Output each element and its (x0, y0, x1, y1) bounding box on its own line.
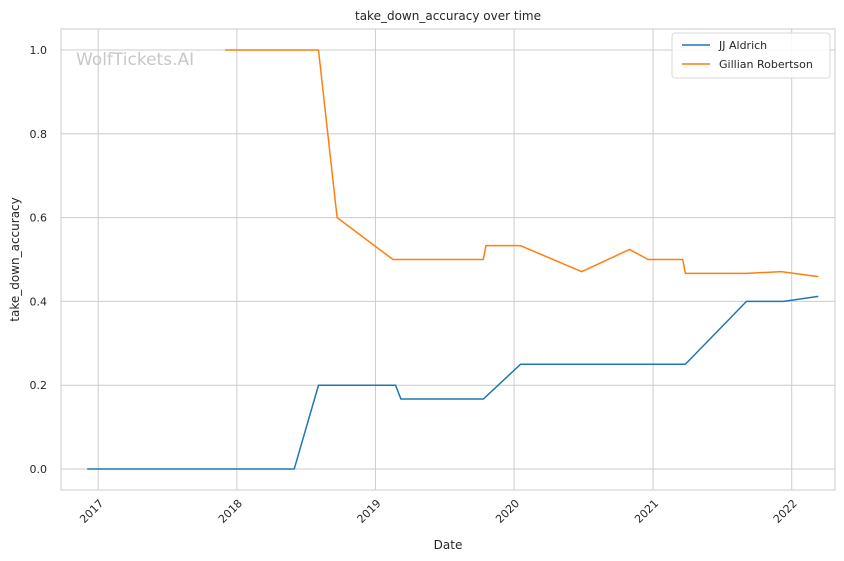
y-tick-label: 0.2 (30, 379, 48, 392)
x-tick-label: 2021 (632, 497, 661, 526)
tick-labels: 2017 2018 2019 2020 2021 2022 0.0 0.2 0.4 0.6 0.8 1… (30, 44, 800, 526)
x-tick-label: 2019 (355, 497, 384, 526)
y-tick-label: 0.8 (30, 128, 48, 141)
series-line-gillian-robertson (225, 49, 819, 278)
series-layer (87, 49, 819, 470)
x-tick-label: 2018 (216, 497, 245, 526)
x-tick-label: 2022 (771, 497, 800, 526)
x-tick-label: 2017 (77, 497, 106, 526)
legend-box (671, 32, 831, 79)
y-tick-label: 0.6 (30, 212, 48, 225)
chart-title: take_down_accuracy over time (355, 9, 541, 23)
legend: JJ Aldrich Gillian Robertson (671, 32, 831, 79)
y-tick-label: 1.0 (30, 44, 48, 57)
watermark: WolfTickets.AI (76, 50, 194, 70)
legend-label: JJ Aldrich (718, 39, 767, 52)
plot-area (60, 28, 836, 491)
legend-label: Gillian Robertson (719, 58, 813, 71)
y-axis-label: take_down_accuracy (8, 197, 22, 321)
y-tick-label: 0.4 (30, 295, 48, 308)
series-line-jj-aldrich (87, 295, 819, 470)
x-tick-label: 2020 (493, 497, 522, 526)
x-axis-label: Date (434, 538, 463, 552)
y-tick-label: 0.0 (30, 463, 48, 476)
